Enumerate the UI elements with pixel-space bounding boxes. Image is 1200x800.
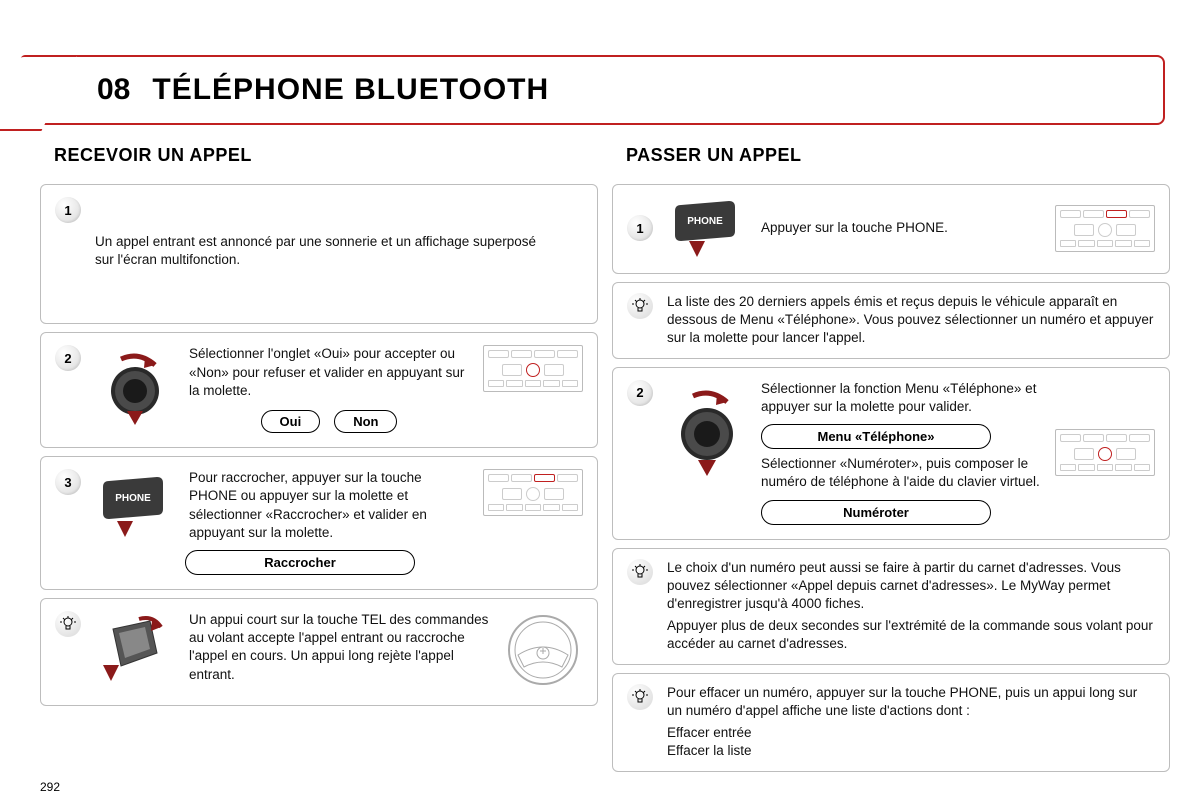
step-card-3-left: 3 PHONE Pour raccrocher, appuyer sur la … xyxy=(40,456,598,590)
dial-knob-icon xyxy=(667,380,747,480)
step-number-badge: 1 xyxy=(55,197,81,223)
lightbulb-icon xyxy=(627,559,653,585)
section-title-receive: RECEVOIR UN APPEL xyxy=(40,139,598,176)
step-card-1-right: 1 PHONE Appuyer sur la touche PHONE. xyxy=(612,184,1170,274)
option-yes-pill: Oui xyxy=(261,410,321,433)
step-card-2-right: 2 Sélectionner la fonction Menu «Téléph xyxy=(612,367,1170,540)
chapter-header: 08 TÉLÉPHONE BLUETOOTH xyxy=(40,55,1165,125)
tip-text: La liste des 20 derniers appels émis et … xyxy=(667,293,1155,348)
step-number-badge: 3 xyxy=(55,469,81,495)
phone-button-icon: PHONE xyxy=(667,197,747,259)
step-number-badge: 2 xyxy=(627,380,653,406)
tip-card-right-3: Pour effacer un numéro, appuyer sur la t… xyxy=(612,673,1170,772)
content-columns: RECEVOIR UN APPEL 1 Un appel entrant est… xyxy=(40,139,1170,772)
step-text: Sélectionner l'onglet «Oui» pour accepte… xyxy=(189,345,469,400)
manual-page: 08 TÉLÉPHONE BLUETOOTH RECEVOIR UN APPEL… xyxy=(40,55,1170,775)
svg-text:PHONE: PHONE xyxy=(115,493,151,504)
step-text: Pour raccrocher, appuyer sur la touche P… xyxy=(189,469,469,542)
tip-card-right-1: La liste des 20 derniers appels émis et … xyxy=(612,282,1170,359)
steering-wheel-icon xyxy=(504,611,582,689)
step-number-badge: 1 xyxy=(627,215,653,241)
tip-card-left: Un appui court sur la touche TEL des com… xyxy=(40,598,598,706)
chapter-title: TÉLÉPHONE BLUETOOTH xyxy=(152,73,549,107)
step-text: Sélectionner la fonction Menu «Téléphone… xyxy=(761,380,1041,416)
console-diagram-icon xyxy=(1055,429,1155,476)
steering-control-icon xyxy=(95,611,175,691)
step-text: Appuyer sur la touche PHONE. xyxy=(761,219,1041,237)
tip-card-right-2: Le choix d'un numéro peut aussi se faire… xyxy=(612,548,1170,665)
chapter-number: 08 xyxy=(97,73,130,107)
tip-text: Le choix d'un numéro peut aussi se faire… xyxy=(667,559,1155,614)
console-diagram-icon xyxy=(483,469,583,516)
step-card-2-left: 2 Sélectionner l'onglet «Oui» pour acce xyxy=(40,332,598,448)
column-receive-call: RECEVOIR UN APPEL 1 Un appel entrant est… xyxy=(40,139,598,772)
console-diagram-icon xyxy=(1055,205,1155,252)
dial-knob-icon xyxy=(95,345,175,425)
erase-option-2: Effacer la liste xyxy=(667,742,1155,760)
svg-text:PHONE: PHONE xyxy=(687,216,723,227)
erase-option-1: Effacer entrée xyxy=(667,724,1155,742)
column-make-call: PASSER UN APPEL 1 PHONE Appuyer sur la t… xyxy=(612,139,1170,772)
step-number-badge: 2 xyxy=(55,345,81,371)
numeroter-pill: Numéroter xyxy=(761,500,991,525)
step-text: Un appel entrant est annoncé par une son… xyxy=(55,233,583,269)
menu-telephone-pill: Menu «Téléphone» xyxy=(761,424,991,449)
step-card-1-left: 1 Un appel entrant est annoncé par une s… xyxy=(40,184,598,324)
step-text: Sélectionner «Numéroter», puis composer … xyxy=(761,455,1041,491)
lightbulb-icon xyxy=(627,684,653,710)
lightbulb-icon xyxy=(55,611,81,637)
console-diagram-icon xyxy=(483,345,583,392)
phone-button-icon: PHONE xyxy=(95,469,175,539)
tip-text: Un appui court sur la touche TEL des com… xyxy=(189,611,489,684)
tip-text: Appuyer plus de deux secondes sur l'extr… xyxy=(667,617,1155,653)
option-no-pill: Non xyxy=(334,410,397,433)
page-number: 292 xyxy=(40,780,60,794)
hangup-pill: Raccrocher xyxy=(185,550,415,575)
lightbulb-icon xyxy=(627,293,653,319)
section-title-make: PASSER UN APPEL xyxy=(612,139,1170,176)
tip-text: Pour effacer un numéro, appuyer sur la t… xyxy=(667,684,1155,720)
